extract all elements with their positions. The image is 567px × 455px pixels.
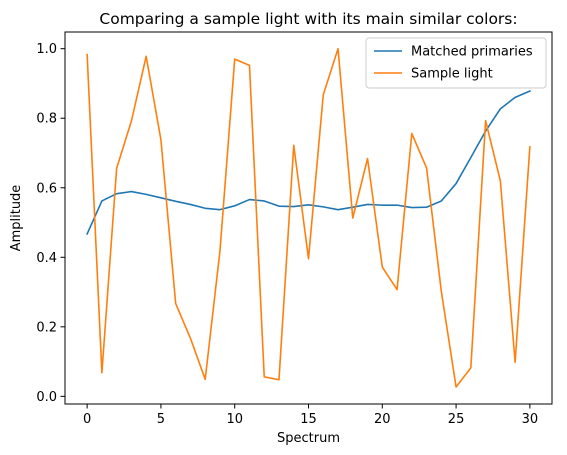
y-tick-label: 0.4	[36, 251, 57, 266]
y-tick-label: 0.0	[36, 390, 57, 405]
x-axis-ticks: 0 5 10 15 20 25 30	[83, 404, 538, 427]
x-tick-label: 10	[226, 412, 243, 427]
x-tick-label: 20	[374, 412, 391, 427]
x-tick-label: 5	[157, 412, 165, 427]
x-tick-label: 0	[83, 412, 91, 427]
x-tick-label: 15	[300, 412, 317, 427]
series-points-matched-primaries	[87, 91, 530, 235]
series-line-matched-primaries	[86, 90, 531, 236]
chart-title: Comparing a sample light with its main s…	[99, 10, 517, 28]
x-tick-label: 30	[522, 412, 539, 427]
x-tick-label: 25	[448, 412, 465, 427]
y-axis-ticks: 0.0 0.2 0.4 0.6 0.8 1.0	[36, 42, 65, 405]
legend-label-sample-light: Sample light	[411, 67, 493, 82]
series-line-sample-light	[86, 47, 531, 388]
y-axis-label: Amplitude	[9, 185, 24, 252]
y-tick-label: 1.0	[36, 42, 57, 57]
legend: Matched primaries Sample light	[365, 37, 547, 89]
series-points-sample-light	[87, 48, 530, 387]
y-tick-label: 0.8	[36, 112, 57, 127]
legend-label-matched-primaries: Matched primaries	[411, 45, 533, 60]
y-tick-label: 0.2	[36, 320, 57, 335]
x-axis-label: Spectrum	[277, 431, 340, 446]
y-tick-label: 0.6	[36, 181, 57, 196]
legend-box	[365, 37, 547, 89]
